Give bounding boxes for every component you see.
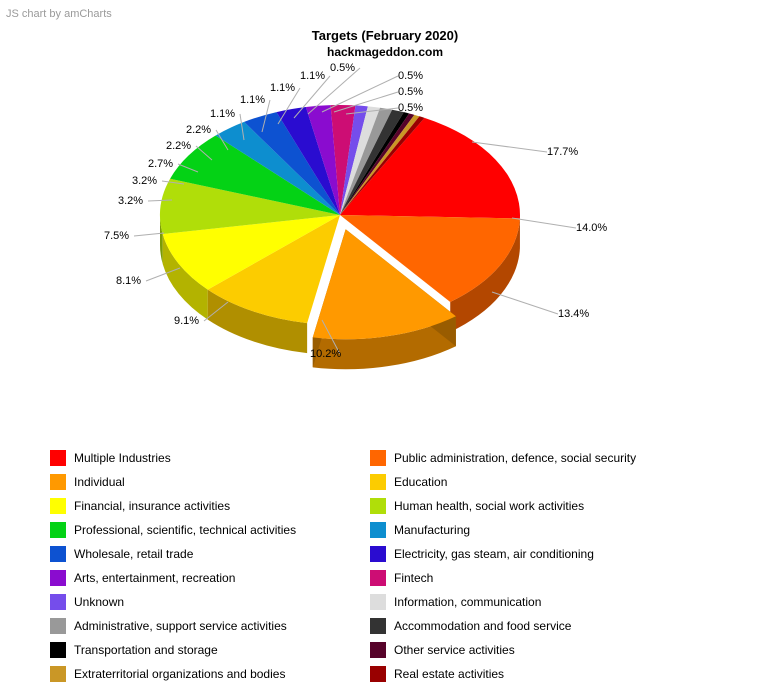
legend-item[interactable]: Administrative, support service activiti… [50, 618, 350, 634]
legend-label: Transportation and storage [74, 643, 218, 657]
slice-label: 1.1% [270, 82, 295, 94]
legend-swatch [370, 570, 386, 586]
legend-item[interactable]: Electricity, gas steam, air conditioning [370, 546, 710, 562]
legend-label: Financial, insurance activities [74, 499, 230, 513]
legend-item[interactable]: Professional, scientific, technical acti… [50, 522, 350, 538]
legend-item[interactable]: Information, communication [370, 594, 710, 610]
legend-swatch [50, 666, 66, 682]
legend-item[interactable]: Fintech [370, 570, 710, 586]
slice-label: 14.0% [576, 222, 607, 234]
slice-label: 3.2% [132, 175, 157, 187]
legend-swatch [370, 594, 386, 610]
legend-swatch [50, 594, 66, 610]
legend-label: Administrative, support service activiti… [74, 619, 287, 633]
legend-swatch [50, 450, 66, 466]
legend-swatch [50, 642, 66, 658]
slice-label: 13.4% [558, 308, 589, 320]
legend-swatch [370, 474, 386, 490]
legend-swatch [370, 546, 386, 562]
legend-item[interactable]: Public administration, defence, social s… [370, 450, 710, 466]
chart-container: JS chart by amCharts Targets (February 2… [0, 0, 770, 700]
legend-swatch [50, 522, 66, 538]
slice-label: 1.1% [240, 94, 265, 106]
legend-swatch [50, 618, 66, 634]
legend-label: Professional, scientific, technical acti… [74, 523, 296, 537]
legend-swatch [370, 666, 386, 682]
legend-label: Human health, social work activities [394, 499, 584, 513]
legend-item[interactable]: Education [370, 474, 710, 490]
slice-label: 0.5% [398, 102, 423, 114]
legend-item[interactable]: Extraterritorial organizations and bodie… [50, 666, 350, 682]
legend-item[interactable]: Financial, insurance activities [50, 498, 350, 514]
slice-label: 17.7% [547, 146, 578, 158]
legend-label: Extraterritorial organizations and bodie… [74, 667, 285, 681]
legend-label: Education [394, 475, 447, 489]
slice-label: 0.5% [330, 62, 355, 74]
legend-swatch [370, 618, 386, 634]
legend-label: Electricity, gas steam, air conditioning [394, 547, 594, 561]
legend-swatch [370, 522, 386, 538]
legend-item[interactable]: Wholesale, retail trade [50, 546, 350, 562]
slice-label: 0.5% [398, 86, 423, 98]
legend-label: Multiple Industries [74, 451, 171, 465]
legend-label: Accommodation and food service [394, 619, 571, 633]
legend: Multiple Industries Public administration… [50, 450, 720, 682]
slice-label: 7.5% [104, 230, 129, 242]
leader-line [492, 292, 558, 314]
legend-swatch [370, 450, 386, 466]
legend-swatch [50, 546, 66, 562]
legend-label: Public administration, defence, social s… [394, 451, 636, 465]
slice-label: 1.1% [210, 108, 235, 120]
legend-item[interactable]: Manufacturing [370, 522, 710, 538]
legend-label: Real estate activities [394, 667, 504, 681]
legend-item[interactable]: Other service activities [370, 642, 710, 658]
slice-label: 0.5% [398, 70, 423, 82]
legend-swatch [370, 498, 386, 514]
legend-label: Information, communication [394, 595, 541, 609]
slice-label: 2.2% [186, 124, 211, 136]
legend-item[interactable]: Real estate activities [370, 666, 710, 682]
slice-label: 10.2% [310, 348, 341, 360]
legend-item[interactable]: Transportation and storage [50, 642, 350, 658]
slice-label: 2.2% [166, 140, 191, 152]
legend-item[interactable]: Human health, social work activities [370, 498, 710, 514]
legend-item[interactable]: Individual [50, 474, 350, 490]
slice-label: 8.1% [116, 275, 141, 287]
legend-item[interactable]: Unknown [50, 594, 350, 610]
legend-label: Unknown [74, 595, 124, 609]
legend-swatch [50, 570, 66, 586]
legend-swatch [370, 642, 386, 658]
leader-line [134, 233, 164, 236]
slice-label: 3.2% [118, 195, 143, 207]
credit-text: JS chart by amCharts [6, 8, 112, 20]
legend-label: Fintech [394, 571, 433, 585]
legend-label: Individual [74, 475, 125, 489]
legend-item[interactable]: Accommodation and food service [370, 618, 710, 634]
legend-label: Other service activities [394, 643, 515, 657]
legend-label: Manufacturing [394, 523, 470, 537]
legend-label: Wholesale, retail trade [74, 547, 193, 561]
legend-label: Arts, entertainment, recreation [74, 571, 235, 585]
legend-swatch [50, 498, 66, 514]
legend-item[interactable]: Multiple Industries [50, 450, 350, 466]
leader-line [512, 218, 576, 228]
legend-item[interactable]: Arts, entertainment, recreation [50, 570, 350, 586]
slice-label: 1.1% [300, 70, 325, 82]
slice-label: 9.1% [174, 315, 199, 327]
legend-swatch [50, 474, 66, 490]
slice-label: 2.7% [148, 158, 173, 170]
